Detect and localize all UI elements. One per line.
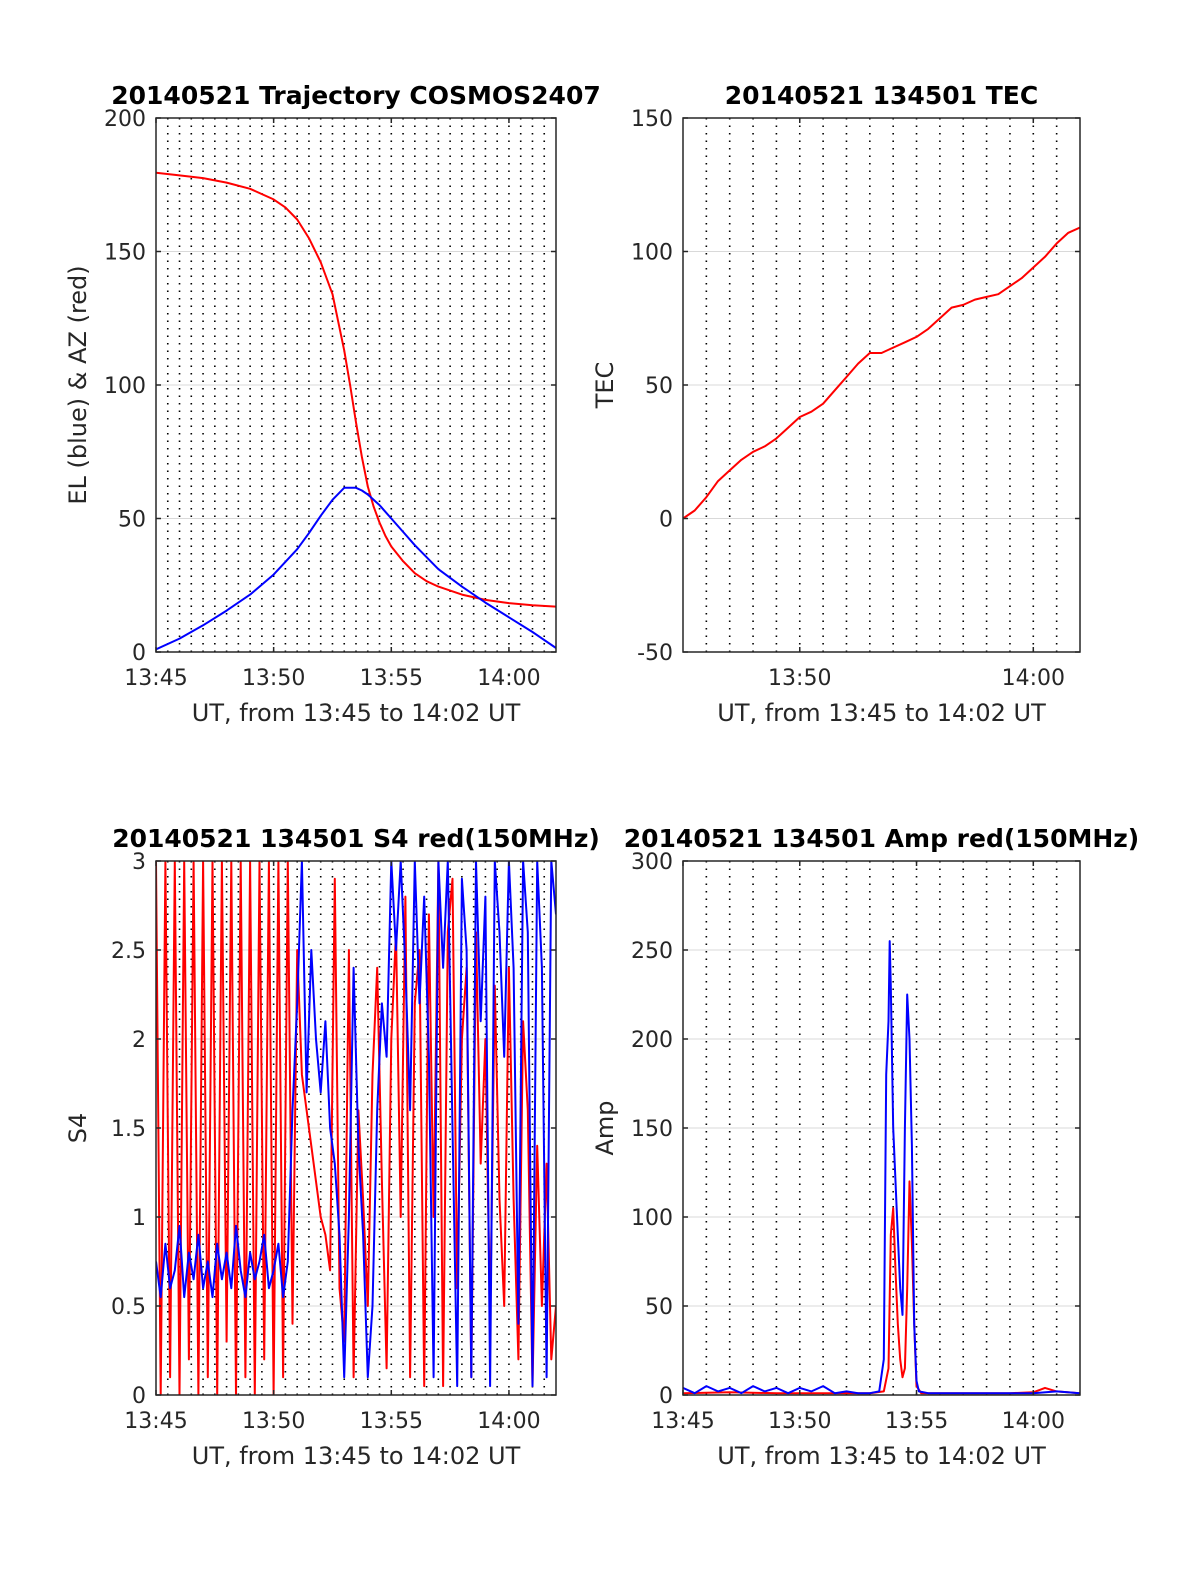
- y-tick-label: 0.5: [111, 1295, 146, 1320]
- x-axis-label: UT, from 13:45 to 14:02 UT: [192, 699, 521, 727]
- x-tick-label: 13:50: [242, 666, 305, 691]
- x-tick-label: 14:00: [1002, 1409, 1065, 1434]
- x-tick-label: 13:45: [651, 1409, 714, 1434]
- series-line-red: [156, 171, 556, 608]
- y-tick-label: 0: [659, 508, 673, 533]
- series-line-red: [683, 1180, 1080, 1395]
- y-axis-label: Amp: [591, 1100, 619, 1155]
- y-tick-label: 3: [132, 850, 146, 875]
- y-tick-label: 150: [104, 241, 146, 266]
- y-axis-label: S4: [64, 1113, 92, 1144]
- series-group: [156, 861, 556, 1395]
- y-tick-label: 1.5: [111, 1117, 146, 1142]
- x-axis-label: UT, from 13:45 to 14:02 UT: [717, 699, 1046, 727]
- chart-title: 20140521 Trajectory COSMOS2407: [111, 81, 601, 110]
- chart-title: 20140521 134501 Amp red(150MHz): [624, 824, 1140, 853]
- x-tick-label: 13:50: [768, 1409, 831, 1434]
- y-tick-label: 300: [631, 850, 673, 875]
- y-tick-label: 100: [104, 374, 146, 399]
- series-line-blue: [156, 861, 556, 1388]
- y-tick-label: 200: [104, 107, 146, 132]
- y-tick-label: 1: [132, 1206, 146, 1231]
- chart-tec: -50 0 50 100 150 13:50 14:00 20140521 134501 TE…: [591, 81, 1081, 727]
- chart-title: 20140521 134501 TEC: [725, 81, 1038, 110]
- x-axis-label: UT, from 13:45 to 14:02 UT: [192, 1442, 521, 1470]
- y-tick-label: 150: [631, 1117, 673, 1142]
- x-tick-label: 13:50: [242, 1409, 305, 1434]
- chart-title: 20140521 134501 S4 red(150MHz): [112, 824, 600, 853]
- y-tick-label: 100: [631, 241, 673, 266]
- series-line-blue: [683, 940, 1080, 1395]
- y-tick-label: 2.5: [111, 939, 146, 964]
- y-tick-label: 100: [631, 1206, 673, 1231]
- y-tick-label: -50: [637, 641, 673, 666]
- chart-amp: 0 50 100 150 200 250 300 13:45 13:50 13:55 14:00 20…: [591, 824, 1139, 1470]
- y-tick-label: 50: [645, 374, 673, 399]
- x-tick-label: 13:45: [124, 1409, 187, 1434]
- y-tick-label: 50: [645, 1295, 673, 1320]
- y-axis-label: EL (blue) & AZ (red): [64, 265, 92, 504]
- chart-trajectory: 0 50 100 150 200 13:45 13:50 13:55 14:00 20140521…: [64, 81, 601, 727]
- y-tick-label: 0: [659, 1384, 673, 1409]
- series-line-blue: [156, 486, 556, 651]
- y-tick-label: 0: [132, 1384, 146, 1409]
- chart-s4: 0 0.5 1 1.5 2 2.5 3 13:45 13:50 13:55 14:00 2014052…: [64, 824, 600, 1470]
- y-tick-label: 150: [631, 107, 673, 132]
- x-axis-label: UT, from 13:45 to 14:02 UT: [717, 1442, 1046, 1470]
- series-group: [156, 171, 556, 651]
- series-line-red: [683, 226, 1080, 520]
- series-group: [683, 940, 1080, 1395]
- x-tick-label: 14:00: [1002, 666, 1065, 691]
- x-tick-label: 13:45: [124, 666, 187, 691]
- y-axis-label: TEC: [591, 362, 619, 410]
- x-tick-label: 13:55: [360, 666, 423, 691]
- series-group: [683, 226, 1080, 520]
- x-tick-label: 13:50: [768, 666, 831, 691]
- y-tick-label: 250: [631, 939, 673, 964]
- y-tick-label: 50: [118, 508, 146, 533]
- x-tick-label: 13:55: [885, 1409, 948, 1434]
- y-tick-label: 2: [132, 1028, 146, 1053]
- x-tick-label: 13:55: [360, 1409, 423, 1434]
- y-tick-label: 0: [132, 641, 146, 666]
- y-tick-label: 200: [631, 1028, 673, 1053]
- x-tick-label: 14:00: [477, 666, 540, 691]
- x-tick-label: 14:00: [477, 1409, 540, 1434]
